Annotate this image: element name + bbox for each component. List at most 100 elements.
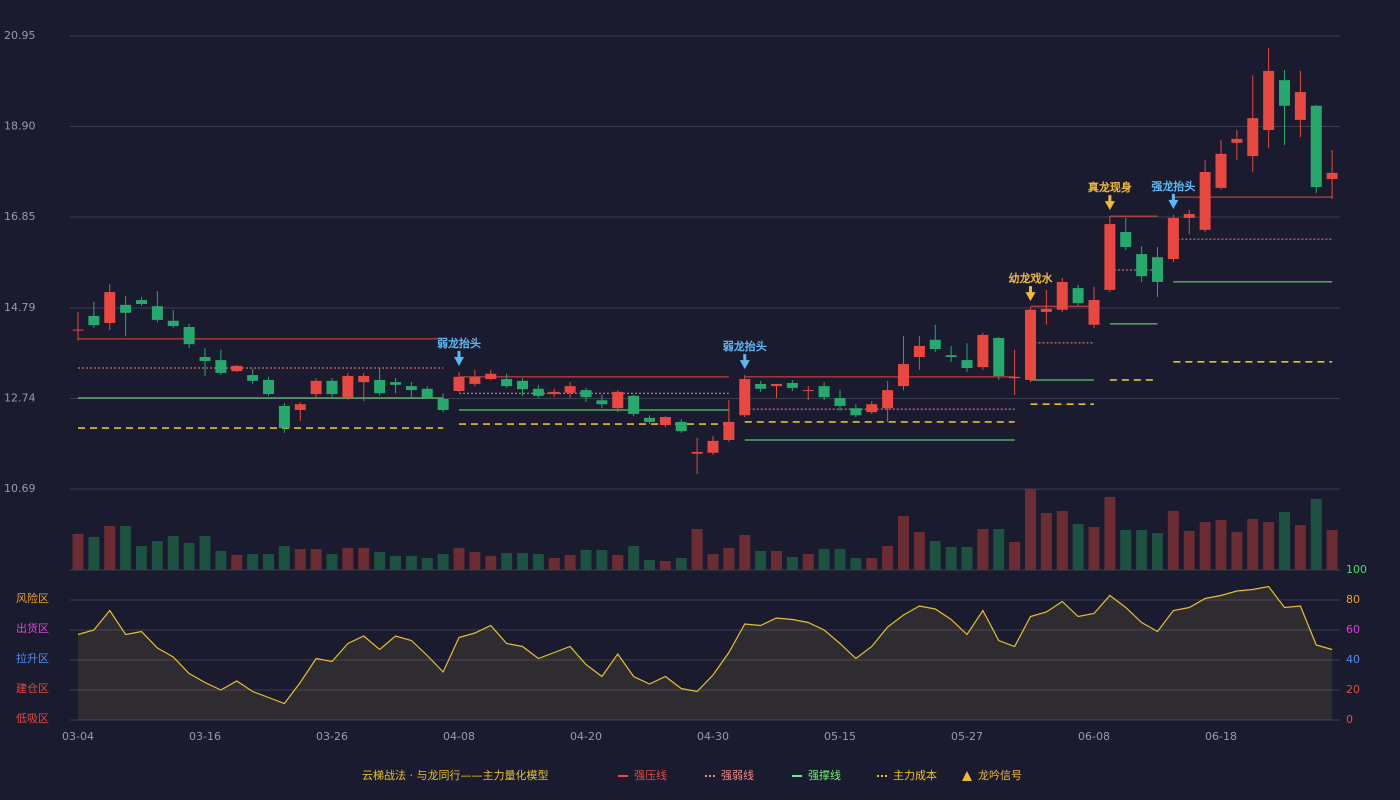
volume-bar — [977, 529, 989, 570]
candle-body — [818, 386, 830, 398]
volume-bar — [818, 549, 830, 570]
volume-bar — [1310, 499, 1322, 570]
candle-body — [1263, 70, 1275, 131]
candle-body — [913, 345, 925, 357]
volume-bar — [104, 526, 116, 570]
volume-bar — [405, 556, 417, 570]
volume-bar — [151, 541, 163, 570]
volume-bar — [802, 554, 814, 570]
candle-body — [421, 388, 433, 398]
x-tick-label: 03-16 — [189, 730, 221, 743]
volume-bar — [564, 555, 576, 570]
candle-body — [120, 304, 132, 313]
legend-label: 龙吟信号 — [978, 768, 1022, 782]
legend-label: 强压线 — [634, 768, 667, 782]
candle-body — [993, 338, 1005, 376]
x-tick-label: 03-26 — [316, 730, 348, 743]
volume-bar — [628, 546, 640, 570]
candle-body — [501, 379, 513, 387]
volume-bar — [993, 529, 1005, 570]
zone-label: 出货区 — [16, 621, 49, 635]
candle-body — [1310, 105, 1322, 187]
volume-bar — [898, 516, 909, 570]
volume-bar — [88, 537, 100, 570]
volume-bar — [548, 558, 560, 570]
volume-bar — [183, 543, 195, 570]
volume-bar — [1152, 533, 1163, 570]
volume-bar — [1009, 542, 1021, 570]
candle-body — [866, 404, 878, 413]
signal-label: 真龙现身 — [1088, 180, 1132, 194]
candle-body — [882, 390, 894, 409]
volume-bar — [866, 558, 878, 570]
volume-bar — [691, 529, 703, 570]
volume-bar — [675, 558, 687, 570]
y2-tick-label: 20 — [1346, 683, 1360, 696]
y2-tick-label: 40 — [1346, 653, 1360, 666]
x-tick-label: 04-20 — [570, 730, 602, 743]
y2-tick-label: 0 — [1346, 713, 1353, 726]
volume-bar — [1040, 513, 1052, 570]
candle-body — [723, 421, 735, 440]
candle-body — [1009, 376, 1021, 379]
volume-bar — [199, 536, 211, 570]
volume-bar — [1199, 522, 1211, 570]
candle-body — [1040, 308, 1052, 312]
volume-bar — [326, 554, 338, 570]
volume-bar — [850, 558, 862, 570]
candle-body — [215, 360, 227, 373]
volume-bar — [532, 554, 544, 570]
zone-label: 风险区 — [16, 591, 49, 605]
x-tick-label: 05-27 — [951, 730, 983, 743]
candle-body — [263, 379, 274, 395]
volume-bar — [310, 549, 322, 570]
candle-body — [136, 300, 147, 305]
candle-body — [405, 386, 417, 391]
candle-body — [1215, 153, 1227, 188]
x-tick-label: 06-18 — [1205, 730, 1237, 743]
signal-label: 幼龙戏水 — [1009, 271, 1054, 285]
volume-bar — [1120, 530, 1132, 570]
volume-bar — [390, 556, 401, 570]
candle-body — [294, 404, 306, 410]
candle-body — [929, 339, 941, 350]
candle-body — [199, 356, 211, 361]
candle-body — [961, 360, 973, 369]
volume-bar — [120, 526, 132, 570]
candle-body — [1183, 213, 1195, 218]
volume-bar — [167, 536, 179, 570]
signal-label: 弱龙抬头 — [437, 336, 481, 350]
candle-body — [453, 376, 465, 391]
candle-body — [1120, 232, 1132, 248]
candle-body — [771, 383, 782, 387]
indicator-area — [78, 586, 1333, 720]
volume-bar — [1279, 512, 1290, 570]
volume-bar — [961, 547, 973, 570]
zone-label: 建仓区 — [16, 681, 49, 695]
volume-bar — [517, 553, 528, 570]
candle-body — [802, 390, 814, 392]
candle-body — [437, 398, 449, 410]
legend-swatch — [962, 771, 972, 781]
volume-bar — [612, 555, 624, 570]
candle-body — [675, 421, 687, 432]
candle-body — [167, 320, 179, 327]
candle-body — [469, 376, 481, 384]
candle-body — [1279, 80, 1290, 106]
zone-label: 低吸区 — [16, 712, 49, 725]
x-tick-label: 04-08 — [443, 730, 475, 743]
volume-bar — [485, 556, 497, 570]
volume-bar — [580, 550, 592, 570]
volume-bar — [247, 554, 259, 570]
volume-bar — [421, 558, 433, 570]
candle-body — [310, 380, 322, 395]
volume-bar — [723, 548, 735, 570]
candle-body — [834, 398, 846, 406]
volume-bar — [1088, 527, 1100, 570]
volume-bar — [1326, 530, 1338, 570]
y-tick-label: 20.95 — [4, 29, 36, 42]
signal-label: 强龙抬头 — [1151, 179, 1195, 193]
volume-bar — [929, 541, 941, 570]
volume-bar — [342, 548, 354, 570]
candle-body — [485, 373, 497, 380]
